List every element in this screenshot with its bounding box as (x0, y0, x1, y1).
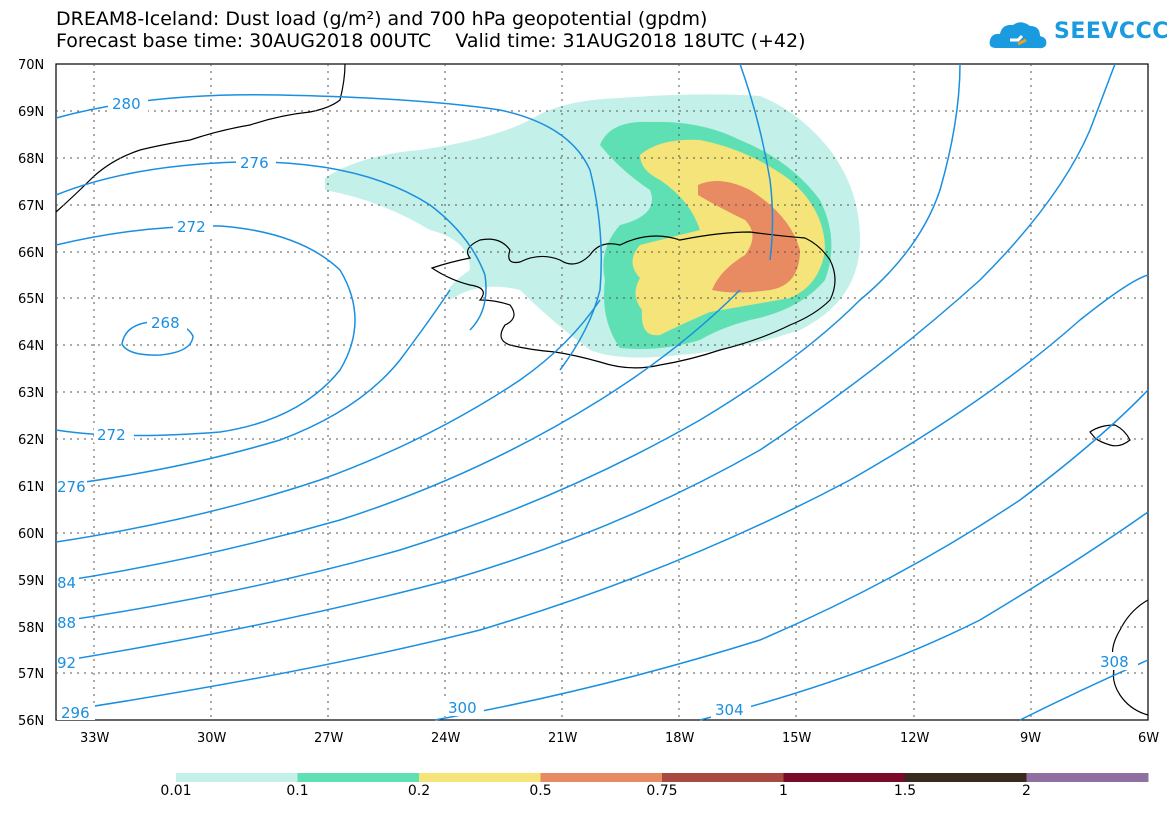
colorbar-label: 0.01 (160, 783, 192, 799)
lon-label: 12W (900, 731, 930, 746)
contour-label: 84 (57, 574, 76, 592)
lat-label: 70N (18, 58, 44, 73)
contour-label: 92 (57, 654, 76, 672)
colorbar-swatch (540, 773, 663, 782)
lon-label: 33W (80, 731, 110, 746)
lat-label: 62N (18, 433, 44, 448)
lon-label: 6W (1138, 731, 1159, 746)
lon-label: 30W (197, 731, 227, 746)
contour-label: 300 (448, 699, 477, 717)
iceland-coastline (430, 231, 836, 369)
dust-layer (325, 94, 860, 358)
contour-label: 296 (61, 704, 90, 722)
latitude-labels: 70N 69N 68N 67N 66N 65N 64N 63N 62N 61N … (18, 58, 44, 729)
colorbar-label: 2 (1022, 783, 1031, 799)
lat-label: 68N (18, 152, 44, 167)
lat-label: 67N (18, 199, 44, 214)
lat-label: 59N (18, 574, 44, 589)
colorbar-swatch (783, 773, 906, 782)
lon-label: 18W (665, 731, 695, 746)
faroe-islands (1089, 424, 1131, 447)
colorbar-label: 1 (779, 783, 788, 799)
lon-label: 27W (314, 731, 344, 746)
forecast-time-line: Forecast base time: 30AUG2018 00UTC Vali… (56, 30, 806, 52)
colorbar-label: 0.75 (646, 783, 678, 799)
contour-labels: 280 276 272 268 272 276 84 88 92 296 300… (57, 94, 1138, 722)
lat-label: 66N (18, 246, 44, 261)
longitude-labels: 33W 30W 27W 24W 21W 18W 15W 12W 9W 6W (80, 731, 1159, 746)
dust-region-0.5 (698, 181, 800, 293)
greenland-coastline (55, 63, 346, 213)
lat-label: 57N (18, 667, 44, 682)
geopotential-contours (55, 63, 1149, 721)
colorbar-swatch (176, 773, 298, 782)
contour-label: 276 (240, 154, 269, 172)
contour-label: 308 (1100, 653, 1129, 671)
cloud-logo-icon (989, 22, 1047, 49)
lat-label: 69N (18, 105, 44, 120)
contour-label: 88 (57, 614, 76, 632)
contour-label: 272 (177, 218, 206, 236)
contour-label: 304 (715, 701, 744, 719)
contour-label: 276 (57, 478, 86, 496)
colorbar-label: 0.5 (529, 783, 552, 799)
lat-label: 65N (18, 292, 44, 307)
contour-label: 272 (97, 426, 126, 444)
lat-label: 63N (18, 386, 44, 401)
lon-label: 9W (1020, 731, 1041, 746)
colorbar-label: 1.5 (893, 783, 917, 799)
lat-label: 60N (18, 527, 44, 542)
colorbar-label: 0.1 (286, 783, 309, 799)
colorbar-swatch (419, 773, 541, 782)
contour-label: 280 (112, 95, 141, 113)
colorbar-swatch (297, 773, 420, 782)
logo-text: SEEVCCC (1054, 19, 1169, 44)
lat-label: 64N (18, 339, 44, 354)
lat-label: 61N (18, 480, 44, 495)
colorbar-swatch (905, 773, 1027, 782)
colorbar-label: 0.2 (407, 783, 431, 799)
colorbar-swatch (1026, 773, 1149, 782)
contour-label: 268 (151, 314, 180, 332)
lat-label: 56N (18, 714, 44, 729)
map-title: DREAM8-Iceland: Dust load (g/m²) and 700… (56, 8, 708, 30)
lon-label: 24W (431, 731, 461, 746)
lon-label: 15W (782, 731, 812, 746)
lat-label: 58N (18, 621, 44, 636)
colorbar-swatch (662, 773, 784, 782)
lon-label: 21W (548, 731, 578, 746)
colorbar (176, 773, 1149, 782)
